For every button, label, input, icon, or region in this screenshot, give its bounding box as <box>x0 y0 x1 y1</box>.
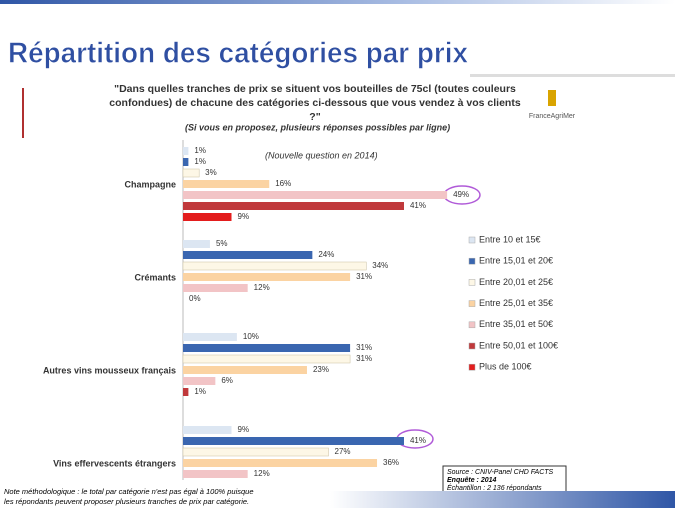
data-label: 41% <box>410 436 426 445</box>
top-band <box>0 0 675 4</box>
bar <box>183 426 232 434</box>
bar <box>182 168 200 178</box>
legend-label: Entre 35,01 et 50€ <box>479 319 553 329</box>
bar <box>183 273 351 281</box>
question-box: "Dans quelles tranches de prix se situen… <box>109 83 521 122</box>
legend-label: Plus de 100€ <box>479 362 532 372</box>
bar <box>183 470 248 478</box>
category-label: Vins effervescents étrangers <box>53 458 176 468</box>
source-box <box>442 465 567 495</box>
data-label: 1% <box>194 157 206 166</box>
data-label: 10% <box>243 332 259 341</box>
data-label: 27% <box>335 447 351 456</box>
bar <box>182 261 367 271</box>
data-label: 1% <box>194 146 206 155</box>
data-label: 6% <box>221 376 233 385</box>
data-label: 0% <box>189 294 201 303</box>
legend-label: Entre 10 et 15€ <box>479 234 541 244</box>
bar <box>183 377 216 385</box>
chart-title: "Dans quelles tranches de prix se situen… <box>109 83 521 122</box>
bar <box>183 191 448 199</box>
data-label: 34% <box>372 261 388 270</box>
bar <box>183 366 307 374</box>
bar <box>182 354 351 364</box>
legend-swatch <box>468 300 476 307</box>
legend-swatch <box>468 279 476 286</box>
bottom-band <box>330 491 675 508</box>
legend-label: Entre 50,01 et 100€ <box>479 340 558 350</box>
source-line: Échantillon : 2 136 répondants <box>447 483 542 492</box>
legend-swatch <box>468 257 476 265</box>
data-label: 12% <box>254 283 270 292</box>
legend-swatch <box>468 342 476 350</box>
bar <box>183 147 189 155</box>
bar <box>183 437 404 445</box>
data-label: 31% <box>356 354 372 363</box>
data-label: 5% <box>216 239 228 248</box>
bar <box>183 180 270 188</box>
bar <box>183 251 313 259</box>
legend-swatch <box>468 363 476 371</box>
category-label: Crémants <box>134 272 176 282</box>
data-label: 1% <box>194 387 206 396</box>
data-label: 3% <box>205 168 217 177</box>
legend-swatch <box>468 236 476 244</box>
chart-subtitle: (Si vous en proposez, plusieurs réponses… <box>185 122 450 132</box>
legend-swatch <box>468 321 476 329</box>
note: Note méthodologique : le total par catég… <box>4 487 254 496</box>
bar <box>182 447 329 457</box>
right-logo-icon <box>548 90 556 106</box>
category-label: Champagne <box>124 179 176 189</box>
bar <box>183 284 248 292</box>
bar <box>183 240 210 248</box>
source-line: Source : CNIV-Panel CHD FACTS <box>447 469 554 476</box>
data-label: 31% <box>356 272 372 281</box>
data-label: 41% <box>410 201 426 210</box>
category-label: Autres vins mousseux français <box>43 365 176 375</box>
legend-label: Entre 15,01 et 20€ <box>479 256 553 266</box>
left-logo <box>22 88 24 138</box>
legend-label: Entre 20,01 et 25€ <box>479 277 553 287</box>
data-label: 49% <box>453 190 469 199</box>
legend-label: Entre 25,01 et 35€ <box>479 298 553 308</box>
bar <box>183 344 351 352</box>
data-label: 36% <box>383 458 399 467</box>
bar <box>183 213 232 221</box>
data-label: 9% <box>238 212 250 221</box>
data-label: 12% <box>254 469 270 478</box>
data-label: 31% <box>356 343 372 352</box>
data-label: 16% <box>275 179 291 188</box>
bar <box>183 388 189 396</box>
slide-title: Répartition des catégories par prix <box>8 38 468 70</box>
bar <box>183 202 404 210</box>
note: les répondants peuvent proposer plusieur… <box>4 497 249 506</box>
bar <box>183 333 237 341</box>
bar <box>183 158 189 166</box>
annotation: (Nouvelle question en 2014) <box>265 150 378 160</box>
data-label: 23% <box>313 365 329 374</box>
data-label: 24% <box>318 250 334 259</box>
right-logo-text: FranceAgriMer <box>529 113 576 120</box>
data-label: 9% <box>238 425 250 434</box>
bar <box>183 459 378 467</box>
title-rule <box>470 74 675 77</box>
source-line: Enquête : 2014 <box>447 477 497 484</box>
